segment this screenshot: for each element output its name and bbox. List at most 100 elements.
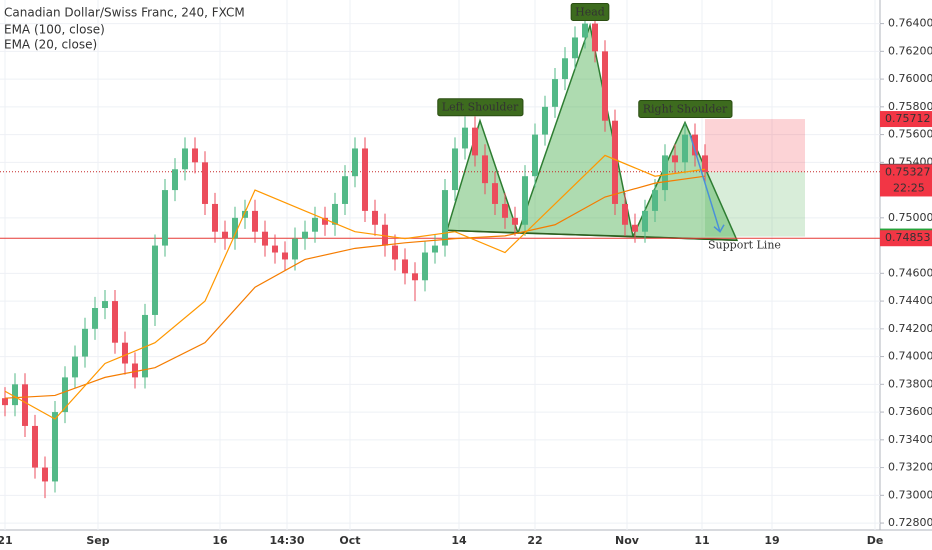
candle-body (202, 162, 208, 204)
x-tick-label: 19 (764, 534, 779, 547)
candle-body (242, 210, 248, 218)
candle-body (442, 190, 448, 246)
candle-body (372, 210, 378, 225)
candle-body (672, 155, 678, 163)
candle-body (262, 231, 268, 246)
candle-body (132, 363, 138, 378)
y-tick-label: 0.72800 (888, 516, 932, 529)
candle-body (692, 134, 698, 156)
pattern-label-bg (570, 3, 610, 22)
x-tick-label: Sep (86, 534, 109, 547)
candle-body (212, 203, 218, 232)
y-tick-label: 0.73400 (888, 433, 932, 446)
price-label-bg (880, 111, 932, 128)
candle-body (342, 176, 348, 204)
candle-body (652, 190, 658, 211)
candle-body (142, 314, 148, 378)
y-tick-label: 0.76400 (888, 17, 932, 30)
candle-body (112, 301, 118, 343)
x-tick-label: 14 (451, 534, 467, 547)
candle-body (662, 155, 668, 191)
candle-body (392, 245, 398, 260)
y-tick-label: 0.76200 (888, 44, 932, 57)
ema-line (4, 175, 706, 399)
price-label-bg (880, 164, 932, 197)
y-tick-label: 0.76000 (888, 72, 932, 85)
y-tick-label: 0.74200 (888, 322, 932, 335)
x-tick-label: 16 (212, 534, 228, 547)
x-tick-label: Oct (339, 534, 360, 547)
candle-body (492, 183, 498, 204)
price-label: 0.75327 (885, 165, 931, 178)
candle-body (232, 217, 238, 239)
candle-body (632, 224, 638, 232)
candle-body (162, 190, 168, 246)
y-tick-label: 0.75600 (888, 128, 932, 141)
candle-body (92, 308, 98, 329)
candle-body (532, 134, 538, 177)
candle-body (22, 384, 28, 426)
candle-body (42, 467, 48, 482)
candle-body (462, 127, 468, 149)
candle-body (602, 51, 608, 121)
candle-body (32, 425, 38, 468)
x-tick-label: 21 (0, 534, 13, 547)
candle-body (292, 238, 298, 260)
candle-body (2, 398, 8, 406)
annotation: Support Line (708, 239, 781, 252)
y-tick-label: 0.73800 (888, 377, 932, 390)
candle-body (682, 134, 688, 163)
candle-body (362, 148, 368, 211)
y-tick-label: 0.74600 (888, 266, 932, 279)
legend-entry: EMA (100, close) (4, 23, 105, 37)
candle-body (72, 356, 78, 378)
candle-body (302, 231, 308, 239)
candle-body (562, 58, 568, 80)
candle-body (152, 245, 158, 315)
candle-body (482, 155, 488, 184)
candle-body (402, 259, 408, 274)
y-tick-label: 0.74000 (888, 350, 932, 363)
stop-zone (705, 119, 805, 172)
x-tick-label: 11 (694, 534, 709, 547)
price-label-bg (880, 230, 932, 247)
chart-title: Canadian Dollar/Swiss Franc, 240, FXCM (4, 6, 245, 20)
x-tick-label: 14:30 (269, 534, 304, 547)
candle-body (412, 273, 418, 281)
candle-body (642, 210, 648, 232)
x-tick-label: 22 (527, 534, 542, 547)
pattern-label: Head (575, 6, 605, 19)
candle-body (522, 176, 528, 225)
candle-body (352, 148, 358, 177)
legend-entry: EMA (20, close) (4, 38, 97, 52)
countdown: 22:25 (893, 181, 925, 194)
pattern-label: Right Shoulder (643, 103, 728, 116)
candle-body (322, 217, 328, 225)
y-tick-label: 0.75800 (888, 100, 932, 113)
candle-body (472, 127, 478, 156)
candle-body (172, 169, 178, 191)
arrow-head (713, 224, 725, 233)
candle-body (222, 231, 228, 239)
candle-body (382, 224, 388, 246)
candle-body (192, 148, 198, 163)
candle-body (282, 252, 288, 260)
plot-area (0, 0, 880, 530)
candle-body (102, 301, 108, 309)
x-tick-label: De (867, 534, 884, 547)
candle-body (312, 217, 318, 232)
candle-body (612, 120, 618, 204)
candle-body (82, 328, 88, 357)
candle-body (272, 245, 278, 253)
y-tick-label: 0.73000 (888, 488, 932, 501)
candle-body (582, 23, 588, 38)
candle-body (182, 148, 188, 170)
candle-body (572, 37, 578, 59)
candle-body (252, 210, 258, 232)
price-label: 0.75712 (885, 112, 931, 125)
candle-body (592, 23, 598, 52)
candle-body (502, 203, 508, 218)
candle-body (332, 203, 338, 225)
